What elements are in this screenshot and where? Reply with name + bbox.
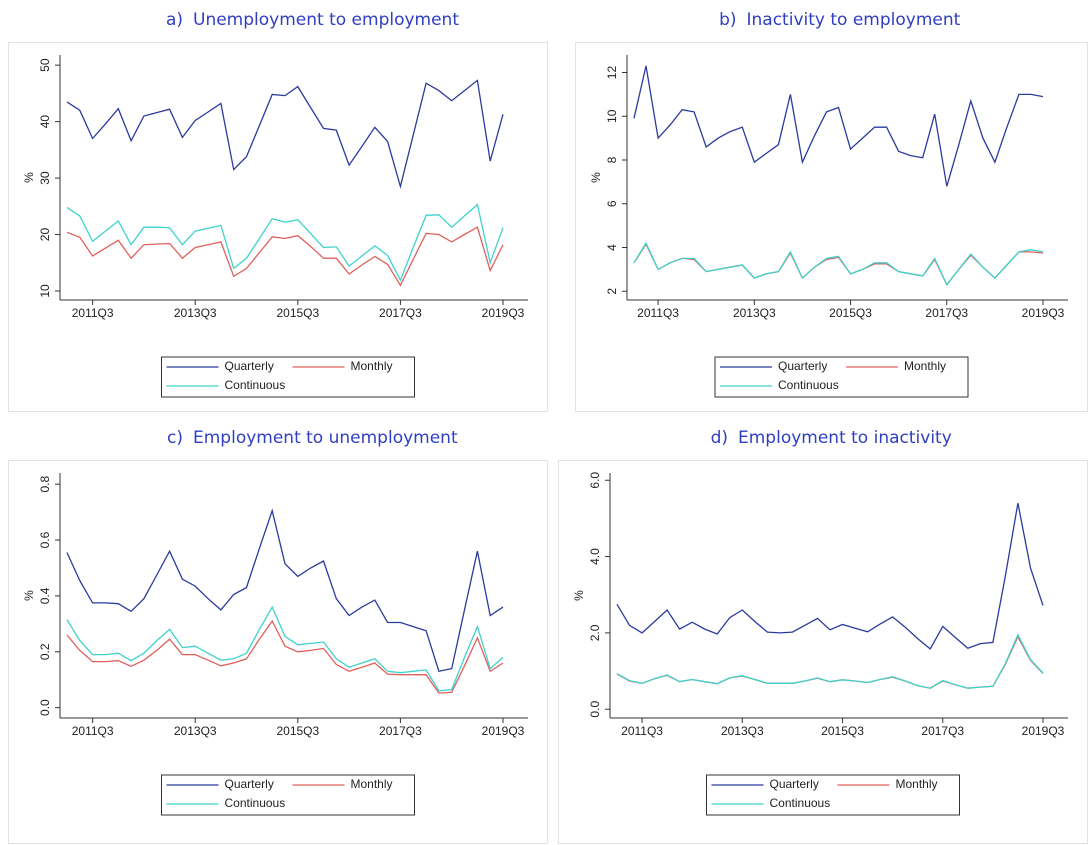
series-line [66, 605, 504, 692]
x-tick-label: 2011Q3 [72, 724, 114, 738]
legend-label: Monthly [351, 359, 393, 373]
y-tick-label: 20 [38, 228, 52, 242]
panel-label: a) [166, 10, 183, 30]
y-axis-label: % [22, 590, 36, 601]
legend-label: Continuous [225, 378, 286, 392]
legend-label: Continuous [225, 796, 286, 810]
x-tick-label: 2013Q3 [721, 724, 764, 738]
x-tick-label: 2015Q3 [821, 724, 864, 738]
x-tick-label: 2011Q3 [637, 306, 679, 320]
y-tick-label: 4.0 [588, 548, 602, 565]
series-line [66, 226, 504, 287]
series-line [633, 241, 1044, 286]
y-tick-label: 0.0 [38, 699, 52, 716]
x-tick-label: 2013Q3 [733, 306, 776, 320]
y-tick-label: 0.0 [588, 701, 602, 718]
y-tick-label: 40 [38, 115, 52, 129]
series-line [616, 502, 1044, 650]
legend-label: Quarterly [770, 777, 819, 791]
legend-label: Continuous [770, 796, 831, 810]
legend-box [161, 356, 415, 398]
series-line [66, 619, 504, 694]
legend-box [161, 774, 415, 816]
panel-frame [8, 42, 548, 412]
y-tick-label: 4 [605, 244, 619, 251]
series-line [66, 79, 504, 190]
panel-frame [8, 460, 548, 844]
y-tick-label: 6 [605, 200, 619, 207]
y-tick-label: 10 [38, 284, 52, 298]
x-tick-label: 2015Q3 [829, 306, 872, 320]
y-axis-label: % [572, 590, 586, 601]
y-tick-label: 6.0 [588, 472, 602, 489]
y-tick-label: 0.4 [38, 587, 52, 604]
x-tick-label: 2019Q3 [482, 306, 525, 320]
series-line [66, 203, 504, 282]
legend-box [714, 356, 969, 398]
legend-label: Quarterly [225, 359, 274, 373]
y-tick-label: 0.6 [38, 531, 52, 548]
legend-label: Monthly [351, 777, 393, 791]
panel-frame [558, 460, 1088, 844]
y-tick-label: 8 [605, 156, 619, 163]
legend-box [706, 774, 960, 816]
series-line [633, 65, 1044, 187]
y-tick-label: 10 [605, 109, 619, 123]
panel-label: d) [711, 428, 728, 448]
y-tick-label: 2 [605, 288, 619, 295]
x-tick-label: 2017Q3 [925, 306, 968, 320]
y-tick-label: 0.2 [38, 643, 52, 660]
y-tick-label: 50 [38, 58, 52, 72]
panel-title: Inactivity to employment [747, 10, 961, 30]
panel-title: Unemployment to employment [193, 10, 459, 30]
y-tick-label: 12 [605, 66, 619, 80]
series-line [66, 508, 504, 673]
panel-label: c) [167, 428, 183, 448]
x-tick-label: 2013Q3 [174, 724, 217, 738]
legend-label: Continuous [778, 378, 839, 392]
x-tick-label: 2015Q3 [276, 306, 319, 320]
panel-title: Employment to unemployment [193, 428, 458, 448]
y-tick-label: 30 [38, 171, 52, 185]
x-tick-label: 2013Q3 [174, 306, 217, 320]
y-axis-label: % [589, 172, 603, 183]
x-tick-label: 2019Q3 [1022, 306, 1065, 320]
x-tick-label: 2017Q3 [379, 306, 422, 320]
x-tick-label: 2017Q3 [379, 724, 422, 738]
legend-label: Quarterly [225, 777, 274, 791]
y-tick-label: 2.0 [588, 624, 602, 641]
x-tick-label: 2019Q3 [482, 724, 525, 738]
x-tick-label: 2011Q3 [621, 724, 663, 738]
legend-label: Monthly [904, 359, 946, 373]
panel-title: Employment to inactivity [738, 428, 952, 448]
x-tick-label: 2015Q3 [276, 724, 319, 738]
y-tick-label: 0.8 [38, 476, 52, 493]
series-line [616, 633, 1044, 689]
legend-label: Monthly [896, 777, 938, 791]
x-tick-label: 2019Q3 [1022, 724, 1065, 738]
panel-frame [575, 42, 1088, 412]
panel-label: b) [719, 10, 736, 30]
series-line [633, 242, 1044, 286]
y-axis-label: % [22, 172, 36, 183]
legend-label: Quarterly [778, 359, 827, 373]
x-tick-label: 2011Q3 [72, 306, 114, 320]
x-tick-label: 2017Q3 [921, 724, 964, 738]
